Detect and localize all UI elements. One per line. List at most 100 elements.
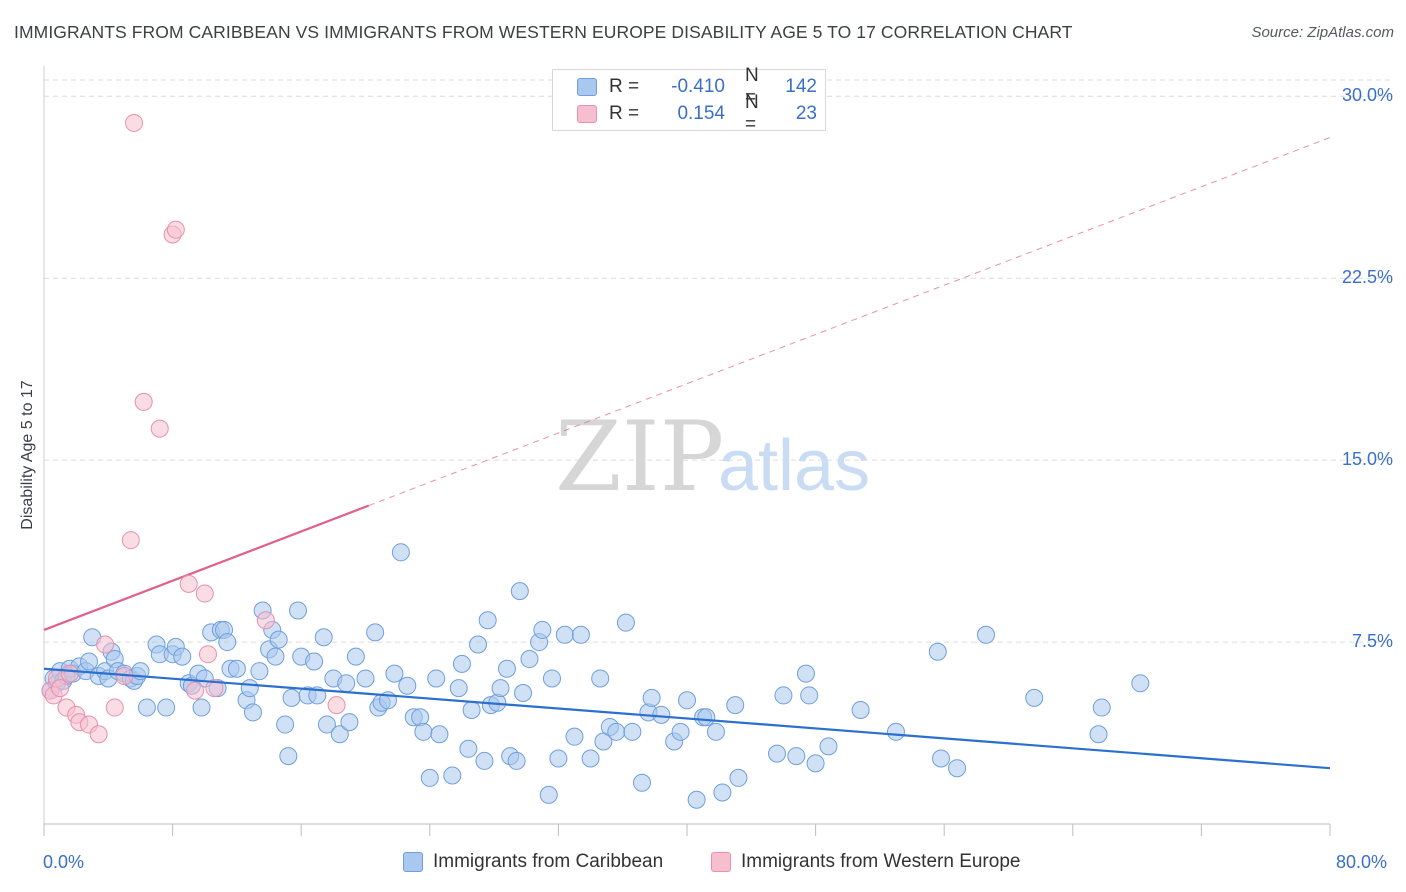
data-point-western-europe: [60, 664, 79, 683]
legend-r-label: R =: [609, 76, 640, 97]
data-point-caribbean: [623, 722, 642, 741]
data-point-caribbean: [542, 669, 561, 688]
data-point-caribbean: [478, 611, 497, 630]
data-point-caribbean: [729, 768, 748, 787]
y-tick-label: 15.0%: [1341, 449, 1393, 470]
data-point-caribbean: [507, 751, 526, 770]
data-point-caribbean: [886, 722, 905, 741]
data-point-caribbean: [571, 625, 590, 644]
data-point-caribbean: [218, 633, 237, 652]
data-point-caribbean: [706, 722, 725, 741]
data-point-caribbean: [819, 737, 838, 756]
grid-lines: [44, 79, 1392, 643]
data-point-caribbean: [317, 715, 336, 734]
legend-n-label: N =: [745, 65, 759, 108]
data-point-caribbean: [796, 664, 815, 683]
data-point-caribbean: [616, 613, 635, 632]
data-point-caribbean: [632, 773, 651, 792]
data-point-caribbean: [80, 652, 99, 671]
x-tick-label-max: 80.0%: [1336, 852, 1388, 872]
data-point-caribbean: [173, 647, 192, 666]
data-point-caribbean: [157, 698, 176, 717]
data-point-caribbean: [591, 669, 610, 688]
watermark-zip: ZIP: [555, 401, 724, 513]
data-point-caribbean: [976, 625, 995, 644]
data-point-western-europe: [51, 679, 70, 698]
data-point-caribbean: [851, 700, 870, 719]
legend-n-value: 23: [795, 103, 817, 124]
chart-title: IMMIGRANTS FROM CARIBBEAN VS IMMIGRANTS …: [14, 22, 1073, 42]
data-point-caribbean: [243, 703, 262, 722]
legend-n-label: N =: [745, 92, 759, 135]
data-point-caribbean: [607, 722, 626, 741]
legend-swatch-western-europe: [711, 852, 731, 872]
y-tick-label: 7.5%: [1351, 631, 1393, 652]
caribbean-trend-line: [43, 667, 1331, 770]
data-point-caribbean: [452, 654, 471, 673]
data-point-western-europe: [205, 679, 224, 698]
series-legend: Immigrants from Caribbean Immigrants fro…: [0, 851, 1406, 877]
data-point-caribbean: [330, 725, 349, 744]
legend-r-value: -0.410: [671, 76, 725, 97]
y-tick-label: 22.5%: [1341, 267, 1393, 288]
data-point-caribbean: [1089, 725, 1108, 744]
data-point-western-europe: [186, 681, 205, 700]
data-point-caribbean: [931, 749, 950, 768]
data-point-caribbean: [137, 698, 156, 717]
western-europe-trend-group: [43, 137, 1331, 631]
data-point-caribbean: [491, 679, 510, 698]
data-point-caribbean: [652, 705, 671, 724]
data-point-caribbean: [510, 582, 529, 601]
data-point-caribbean: [266, 647, 285, 666]
data-point-caribbean: [774, 686, 793, 705]
source-label: Source: ZipAtlas.com: [1251, 24, 1394, 41]
data-point-caribbean: [391, 543, 410, 562]
data-point-caribbean: [581, 749, 600, 768]
correlation-legend: R = -0.410 N = 142 R = 0.154 N = 23: [552, 65, 826, 135]
data-point-caribbean: [549, 749, 568, 768]
data-point-caribbean: [227, 659, 246, 678]
data-point-western-europe: [195, 584, 214, 603]
data-point-western-europe: [327, 696, 346, 715]
caribbean-trend-group: [43, 667, 1331, 770]
data-point-caribbean: [948, 759, 967, 778]
data-point-western-europe: [134, 392, 153, 411]
data-point-western-europe: [198, 645, 217, 664]
western-europe-points: [41, 113, 346, 744]
data-point-caribbean: [411, 708, 430, 727]
data-point-caribbean: [697, 708, 716, 727]
data-point-western-europe: [96, 635, 115, 654]
data-point-western-europe: [150, 419, 169, 438]
data-point-caribbean: [565, 727, 584, 746]
data-point-caribbean: [533, 620, 552, 639]
western-europe-trend-line: [43, 504, 370, 631]
data-point-caribbean: [678, 691, 696, 710]
legend-swatch-caribbean: [403, 852, 423, 872]
data-point-caribbean: [462, 700, 481, 719]
data-point-caribbean: [928, 642, 947, 661]
data-point-caribbean: [642, 688, 661, 707]
data-point-caribbean: [806, 754, 825, 773]
data-point-caribbean: [356, 669, 375, 688]
data-point-caribbean: [305, 652, 324, 671]
data-point-caribbean: [671, 722, 690, 741]
data-point-caribbean: [800, 686, 819, 705]
data-point-western-europe: [105, 698, 124, 717]
data-point-caribbean: [366, 623, 385, 642]
data-point-caribbean: [430, 725, 449, 744]
data-point-caribbean: [469, 635, 488, 654]
data-point-caribbean: [192, 698, 211, 717]
data-point-caribbean: [1131, 674, 1150, 693]
data-point-caribbean: [420, 768, 439, 787]
data-point-western-europe: [166, 220, 185, 239]
data-point-western-europe: [256, 611, 275, 630]
data-point-caribbean: [398, 676, 417, 695]
legend-swatch-western-europe: [577, 105, 597, 123]
x-tick-label-min: 0.0%: [43, 852, 85, 872]
data-point-caribbean: [1092, 698, 1111, 717]
data-point-caribbean: [1025, 688, 1044, 707]
data-point-caribbean: [555, 625, 574, 644]
y-tick-label: 30.0%: [1341, 85, 1393, 106]
